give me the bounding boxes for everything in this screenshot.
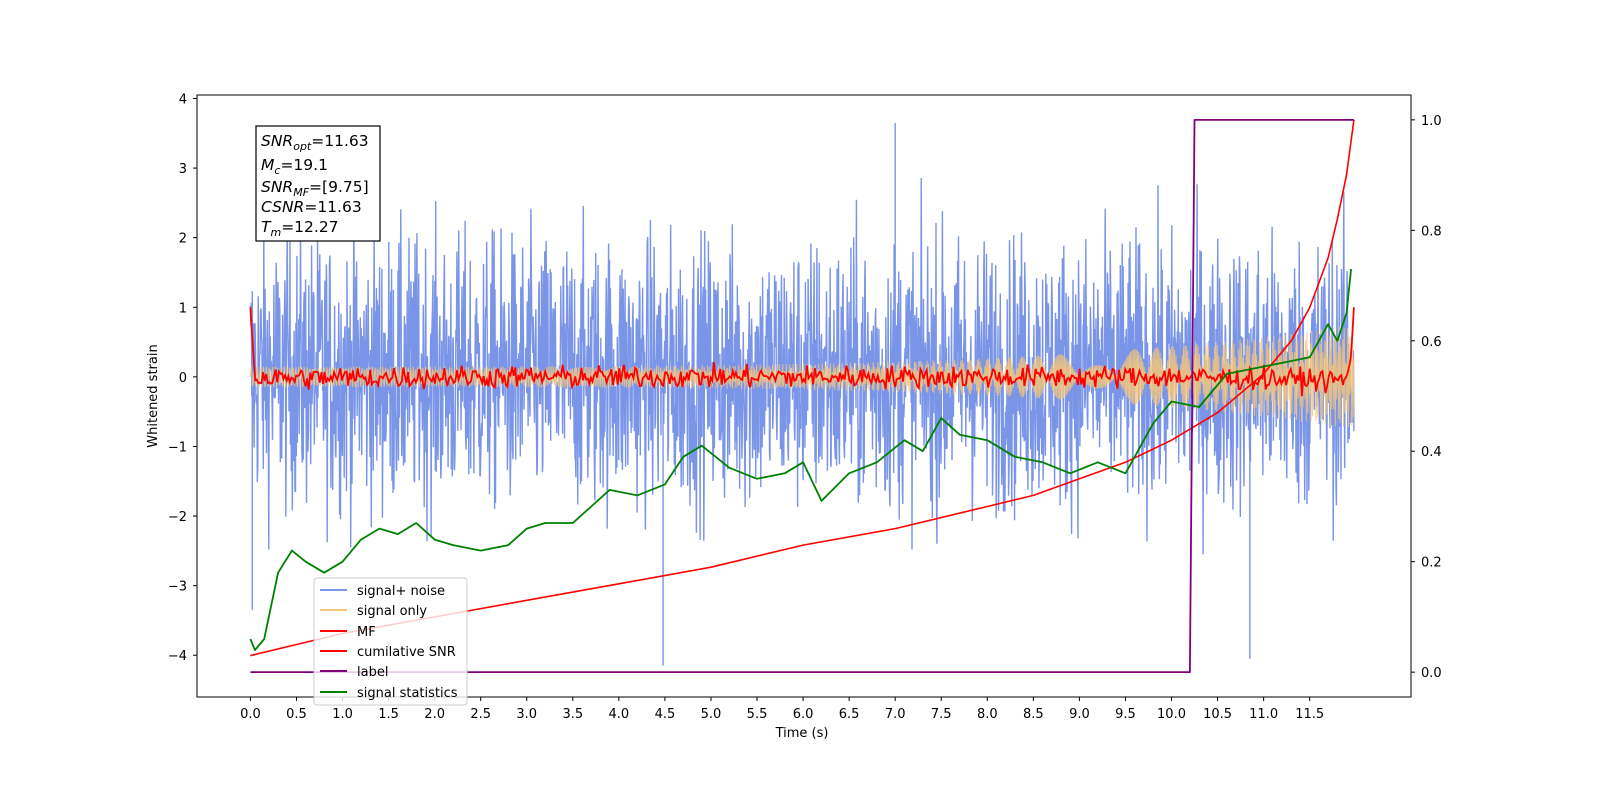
svg-text:cumilative SNR: cumilative SNR bbox=[357, 645, 456, 660]
info-line-mc: Mc=19.1 bbox=[261, 156, 328, 177]
legend-entry-cumilative-snr: cumilative SNR bbox=[320, 645, 456, 660]
svg-text:signal+ noise: signal+ noise bbox=[357, 584, 445, 599]
x-tick-label: 4.0 bbox=[609, 707, 630, 722]
y-tick-label: 1 bbox=[179, 301, 187, 316]
x-axis-label: Time (s) bbox=[775, 726, 829, 741]
x-tick-label: 1.5 bbox=[378, 707, 399, 722]
y-axis-label: Whitened strain bbox=[146, 344, 161, 447]
info-line-snr-mf: SNRMF=[9.75] bbox=[261, 178, 369, 199]
x-tick-label: 8.0 bbox=[977, 707, 998, 722]
y-tick-label: 2 bbox=[179, 232, 187, 247]
series-signal-statistics bbox=[249, 268, 1352, 651]
series-mf bbox=[249, 307, 1355, 397]
svg-text:signal only: signal only bbox=[357, 604, 427, 619]
legend-entry-mf: MF bbox=[320, 625, 376, 640]
x-tick-label: 0.0 bbox=[240, 707, 261, 722]
y-tick-label: −4 bbox=[168, 649, 187, 664]
y-tick-label: −2 bbox=[168, 510, 187, 525]
x-tick-label: 11.5 bbox=[1295, 707, 1324, 722]
x-tick-label: 2.0 bbox=[424, 707, 445, 722]
x-tick-label: 9.5 bbox=[1115, 707, 1136, 722]
y2-tick-label: 0.0 bbox=[1421, 666, 1442, 681]
x-tick-label: 5.5 bbox=[747, 707, 768, 722]
x-tick-label: 0.5 bbox=[286, 707, 307, 722]
x-tick-label: 6.0 bbox=[793, 707, 814, 722]
series-cumilative-snr bbox=[250, 119, 1355, 657]
x-tick-label: 2.5 bbox=[470, 707, 491, 722]
x-tick-label: 3.0 bbox=[516, 707, 537, 722]
legend-entry-label: label bbox=[320, 665, 388, 680]
x-tick-label: 7.0 bbox=[885, 707, 906, 722]
y2-tick-label: 0.8 bbox=[1421, 224, 1442, 239]
info-box: SNRopt=11.63 Mc=19.1 SNRMF=[9.75] CSNR=1… bbox=[255, 125, 381, 242]
y-tick-label: 0 bbox=[179, 371, 187, 386]
legend-entry-signal-only: signal only bbox=[320, 604, 427, 619]
y-tick-label: 3 bbox=[179, 162, 187, 177]
y-tick-label: −3 bbox=[168, 580, 187, 595]
legend-entry-signal-statistics: signal statistics bbox=[320, 686, 458, 701]
svg-text:MF: MF bbox=[357, 625, 376, 640]
axes-layer: 0.0 0.5 1.0 1.5 2.0 2.5 3.0 3.5 4.0 4.5 5.0 5.5 6.0 6… bbox=[168, 92, 1442, 722]
y-tick-label: 4 bbox=[179, 92, 187, 107]
svg-text:label: label bbox=[357, 665, 388, 680]
series-layer bbox=[249, 119, 1355, 673]
legend: signal+ noise signal only MF cumilative … bbox=[313, 577, 468, 706]
y2-tick-label: 0.6 bbox=[1421, 335, 1442, 350]
x-tick-label: 7.5 bbox=[931, 707, 952, 722]
x-tick-label: 9.0 bbox=[1069, 707, 1090, 722]
x-tick-label: 1.0 bbox=[332, 707, 353, 722]
x-tick-label: 5.0 bbox=[701, 707, 722, 722]
y2-tick-label: 0.2 bbox=[1421, 556, 1442, 571]
info-line-csnr: CSNR=11.63 bbox=[261, 198, 362, 216]
x-tick-label: 10.0 bbox=[1157, 707, 1186, 722]
x-tick-label: 3.5 bbox=[562, 707, 583, 722]
x-tick-label: 8.5 bbox=[1023, 707, 1044, 722]
svg-text:signal statistics: signal statistics bbox=[357, 686, 458, 701]
legend-entry-signal-noise: signal+ noise bbox=[320, 584, 445, 599]
y2-tick-label: 0.4 bbox=[1421, 445, 1442, 460]
x-tick-label: 10.5 bbox=[1203, 707, 1232, 722]
info-line-snr-opt: SNRopt=11.63 bbox=[261, 132, 369, 153]
x-tick-label: 11.0 bbox=[1249, 707, 1278, 722]
plot-frame bbox=[196, 94, 1412, 698]
y-tick-label: −1 bbox=[168, 440, 187, 455]
x-tick-label: 4.5 bbox=[655, 707, 676, 722]
x-tick-label: 6.5 bbox=[839, 707, 860, 722]
info-line-tm: Tm=12.27 bbox=[261, 218, 339, 239]
y2-tick-label: 1.0 bbox=[1421, 114, 1442, 129]
series-label bbox=[250, 119, 1354, 673]
